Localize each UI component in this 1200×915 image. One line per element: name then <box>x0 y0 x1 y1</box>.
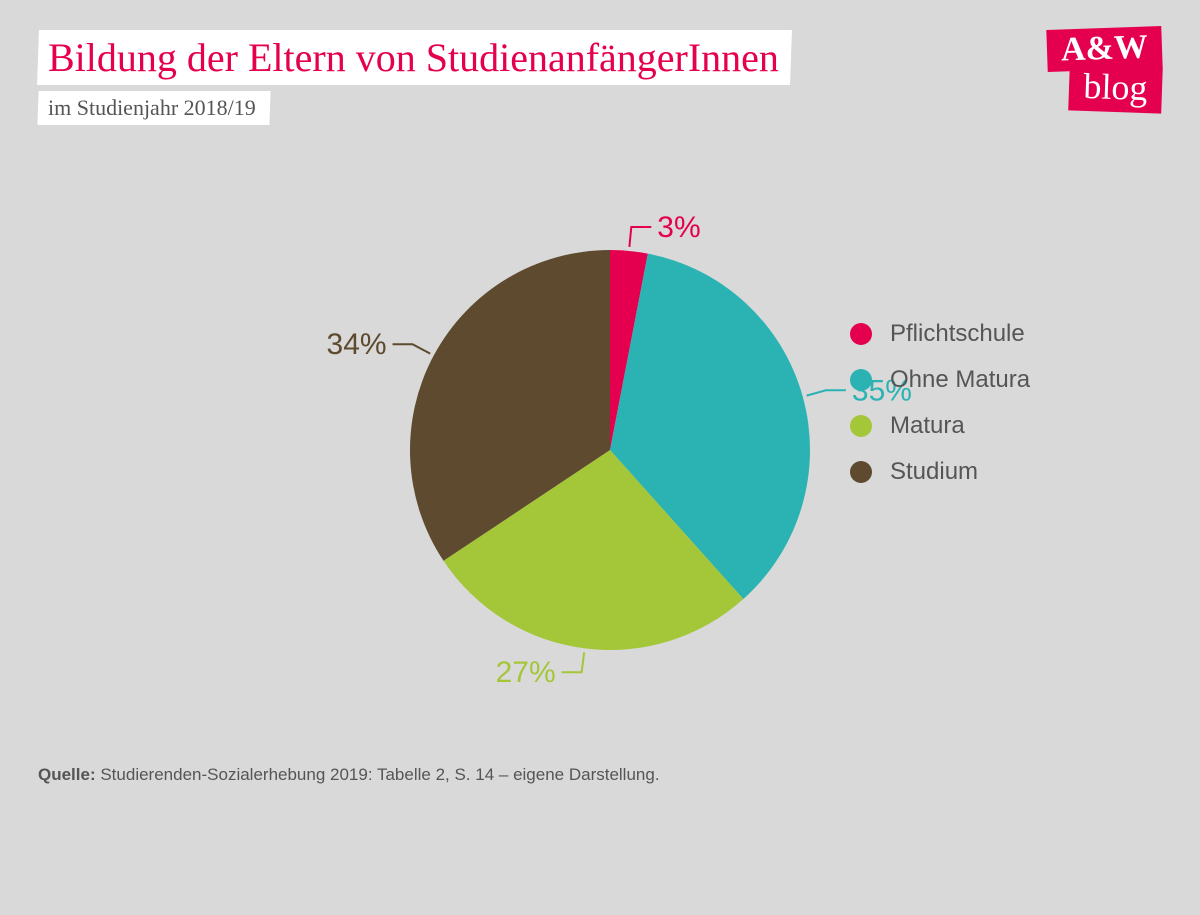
source-text: Studierenden-Sozialerhebung 2019: Tabell… <box>96 765 660 784</box>
legend-item: Matura <box>850 412 1030 440</box>
legend-swatch <box>850 461 872 483</box>
leader-line <box>562 652 585 672</box>
title-block: Bildung der Eltern von StudienanfängerIn… <box>38 30 791 125</box>
chart-title: Bildung der Eltern von StudienanfängerIn… <box>48 34 779 81</box>
title-bg: Bildung der Eltern von StudienanfängerIn… <box>37 30 792 85</box>
slice-percent-label: 27% <box>496 656 556 689</box>
legend-swatch <box>850 323 872 345</box>
legend-swatch <box>850 415 872 437</box>
chart-subtitle: im Studienjahr 2018/19 <box>48 95 256 121</box>
brand-logo: A&W blog <box>1047 28 1162 112</box>
legend-item: Ohne Matura <box>850 366 1030 394</box>
legend-label: Pflichtschule <box>890 320 1025 348</box>
slice-percent-label: 3% <box>657 211 700 244</box>
legend-label: Matura <box>890 412 965 440</box>
logo-line2: blog <box>1068 64 1162 113</box>
pie-svg: 3%35%27%34% <box>260 210 960 910</box>
pie-chart: 3%35%27%34% <box>260 210 680 630</box>
subtitle-bg: im Studienjahr 2018/19 <box>37 91 270 125</box>
legend-label: Ohne Matura <box>890 366 1030 394</box>
legend: Pflichtschule Ohne Matura Matura Studium <box>850 320 1030 504</box>
leader-line <box>393 344 431 353</box>
slice-percent-label: 34% <box>327 328 387 361</box>
legend-item: Studium <box>850 458 1030 486</box>
leader-line <box>629 227 651 247</box>
legend-label: Studium <box>890 458 978 486</box>
legend-item: Pflichtschule <box>850 320 1030 348</box>
leader-line <box>807 390 846 395</box>
legend-swatch <box>850 369 872 391</box>
source-line: Quelle: Studierenden-Sozialerhebung 2019… <box>38 765 660 785</box>
source-prefix: Quelle: <box>38 765 96 784</box>
